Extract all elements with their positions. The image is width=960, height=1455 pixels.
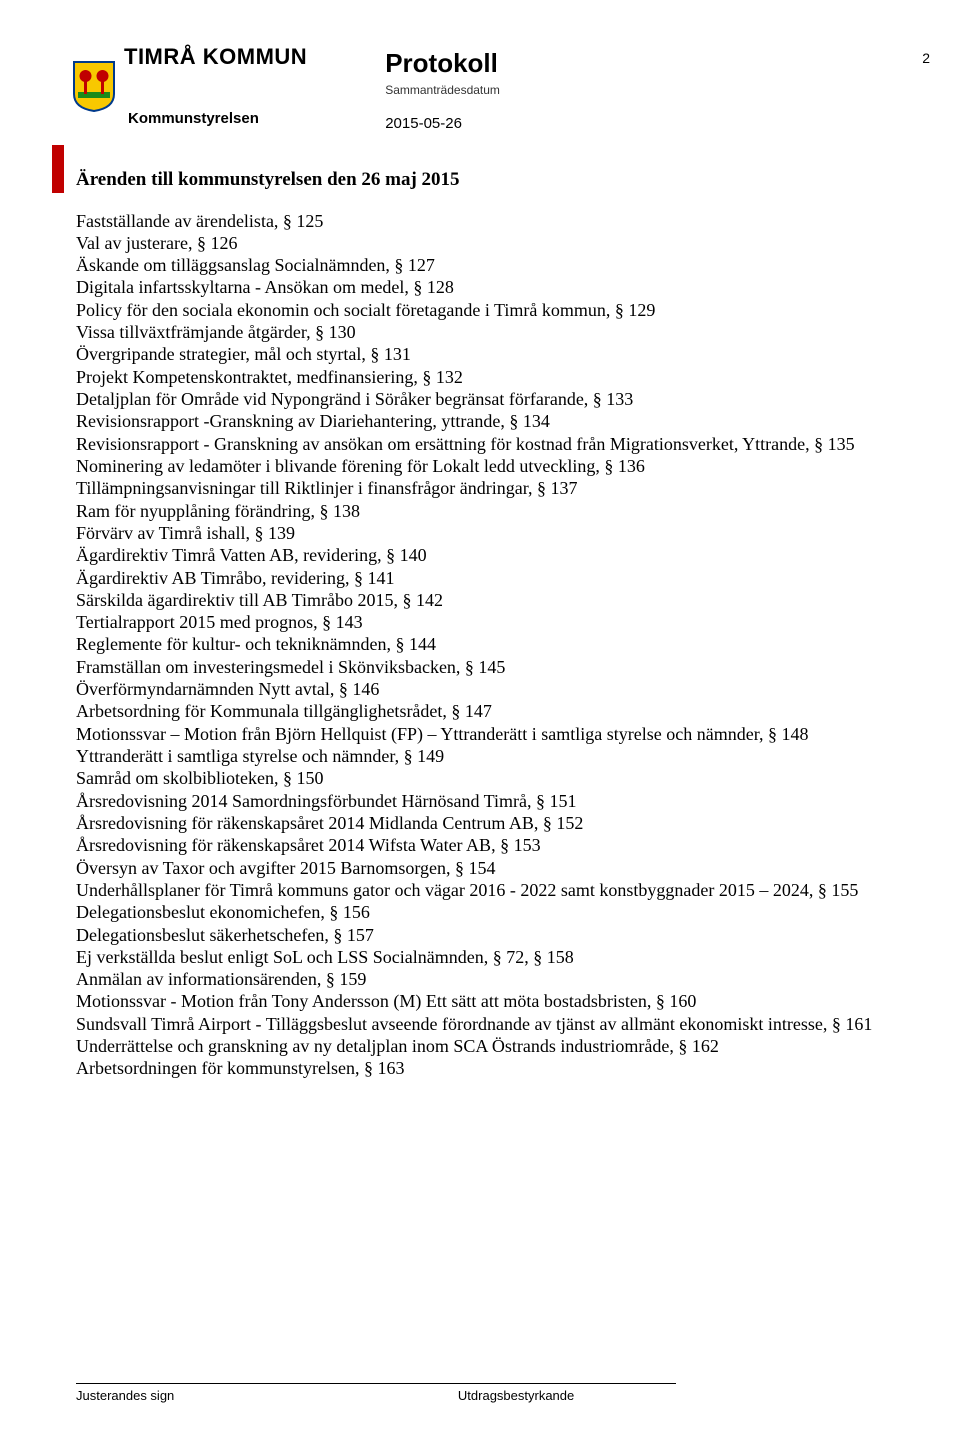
- agenda-item: Digitala infartsskyltarna - Ansökan om m…: [76, 276, 888, 298]
- agenda-item: Förvärv av Timrå ishall, § 139: [76, 522, 888, 544]
- agenda-item: Arbetsordningen för kommunstyrelsen, § 1…: [76, 1057, 888, 1079]
- agenda-item: Ram för nyupplåning förändring, § 138: [76, 500, 888, 522]
- agenda-item: Delegationsbeslut ekonomichefen, § 156: [76, 901, 888, 923]
- board-name: Kommunstyrelsen: [128, 110, 307, 127]
- agenda-items: Fastställande av ärendelista, § 125Val a…: [76, 210, 888, 1080]
- agenda-item: Sundsvall Timrå Airport - Tilläggsbeslut…: [76, 1013, 888, 1035]
- agenda-item: Nominering av ledamöter i blivande fören…: [76, 455, 888, 477]
- agenda-item: Revisionsrapport -Granskning av Diarieha…: [76, 410, 888, 432]
- agenda-item: Policy för den sociala ekonomin och soci…: [76, 299, 888, 321]
- agenda-item: Övergripande strategier, mål och styrtal…: [76, 343, 888, 365]
- agenda-item: Underhållsplaner för Timrå kommuns gator…: [76, 879, 888, 901]
- agenda-item: Ej verkställda beslut enligt SoL och LSS…: [76, 946, 888, 968]
- page-number: 2: [922, 50, 930, 66]
- page-container: 2 TIMRÅ KOMMUN Kommunstyrelsen Protokoll…: [0, 0, 960, 1455]
- agenda-item: Detaljplan för Område vid Nypongränd i S…: [76, 388, 888, 410]
- shield-icon: [72, 60, 116, 112]
- agenda-item: Årsredovisning för räkenskapsåret 2014 M…: [76, 812, 888, 834]
- agenda-item: Årsredovisning 2014 Samordningsförbundet…: [76, 790, 888, 812]
- page-header: TIMRÅ KOMMUN Kommunstyrelsen Protokoll S…: [72, 44, 888, 132]
- agenda-item: Motionssvar – Motion från Björn Hellquis…: [76, 723, 888, 745]
- meeting-date: 2015-05-26: [385, 115, 500, 132]
- footer-signing-label: Justerandes sign: [76, 1388, 174, 1403]
- agenda-item: Översyn av Taxor och avgifter 2015 Barno…: [76, 857, 888, 879]
- agenda-item: Revisionsrapport - Granskning av ansökan…: [76, 433, 888, 455]
- agenda-item: Val av justerare, § 126: [76, 232, 888, 254]
- agenda-item: Ägardirektiv AB Timråbo, revidering, § 1…: [76, 567, 888, 589]
- agenda-item: Vissa tillväxtfrämjande åtgärder, § 130: [76, 321, 888, 343]
- agenda-item: Fastställande av ärendelista, § 125: [76, 210, 888, 232]
- agenda-item: Delegationsbeslut säkerhetschefen, § 157: [76, 924, 888, 946]
- logo-block: TIMRÅ KOMMUN Kommunstyrelsen: [72, 44, 307, 127]
- agenda-item: Framställan om investeringsmedel i Skönv…: [76, 656, 888, 678]
- agenda-item: Arbetsordning för Kommunala tillgängligh…: [76, 700, 888, 722]
- agenda-item: Underrättelse och granskning av ny detal…: [76, 1035, 888, 1057]
- content-body: Ärenden till kommunstyrelsen den 26 maj …: [76, 168, 888, 1080]
- page-footer: Justerandes sign Utdragsbestyrkande: [76, 1383, 888, 1403]
- content-title: Ärenden till kommunstyrelsen den 26 maj …: [76, 168, 888, 192]
- agenda-item: Yttranderätt i samtliga styrelse och näm…: [76, 745, 888, 767]
- agenda-item: Särskilda ägardirektiv till AB Timråbo 2…: [76, 589, 888, 611]
- agenda-item: Äskande om tilläggsanslag Socialnämnden,…: [76, 254, 888, 276]
- agenda-item: Ägardirektiv Timrå Vatten AB, revidering…: [76, 544, 888, 566]
- agenda-item: Årsredovisning för räkenskapsåret 2014 W…: [76, 834, 888, 856]
- agenda-item: Projekt Kompetenskontraktet, medfinansie…: [76, 366, 888, 388]
- header-center: Protokoll Sammanträdesdatum 2015-05-26: [385, 48, 500, 132]
- red-accent-bar: [52, 145, 64, 193]
- meeting-date-label: Sammanträdesdatum: [385, 83, 500, 97]
- footer-row: Justerandes sign Utdragsbestyrkande: [76, 1388, 888, 1403]
- agenda-item: Motionssvar - Motion från Tony Andersson…: [76, 990, 888, 1012]
- agenda-item: Reglemente för kultur- och tekniknämnden…: [76, 633, 888, 655]
- agenda-item: Tertialrapport 2015 med prognos, § 143: [76, 611, 888, 633]
- agenda-item: Samråd om skolbiblioteken, § 150: [76, 767, 888, 789]
- document-type: Protokoll: [385, 48, 500, 79]
- agenda-item: Överförmyndarnämnden Nytt avtal, § 146: [76, 678, 888, 700]
- footer-attest-label: Utdragsbestyrkande: [458, 1388, 574, 1403]
- footer-divider: [76, 1383, 676, 1384]
- org-name: TIMRÅ KOMMUN: [124, 44, 307, 70]
- agenda-item: Tillämpningsanvisningar till Riktlinjer …: [76, 477, 888, 499]
- agenda-item: Anmälan av informationsärenden, § 159: [76, 968, 888, 990]
